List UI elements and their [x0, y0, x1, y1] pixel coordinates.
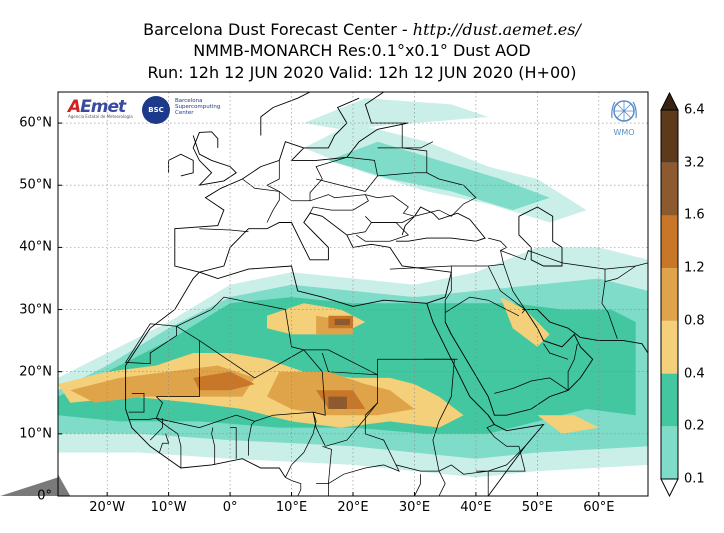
dust-region-8	[500, 297, 550, 347]
longitude-tick-label: 30°E	[398, 500, 431, 515]
coastline-9	[518, 206, 563, 267]
map-title-line-3: Run: 12h 12 JUN 2020 Valid: 12h 12 JUN 2…	[147, 63, 577, 82]
dust-region-9	[537, 415, 599, 434]
country-border-26	[486, 414, 526, 472]
colorbar-tick-label: 3.2	[684, 155, 705, 171]
colorbar-frame	[660, 109, 679, 480]
colorbar-tick-label: 0.4	[684, 366, 705, 382]
country-border-28	[438, 470, 446, 496]
country-border-32	[285, 477, 302, 496]
latitude-tick-label: 20°N	[19, 364, 52, 380]
colorbar-segment	[661, 320, 678, 374]
country-border-23	[543, 343, 569, 360]
country-border-18	[503, 264, 526, 314]
country-border-11	[346, 222, 409, 242]
country-border-0	[156, 296, 458, 397]
country-border-25	[444, 312, 452, 335]
country-border-40	[128, 393, 145, 413]
dust-region-2	[303, 98, 489, 130]
longitude-tick-label: 10°W	[150, 500, 187, 515]
colorbar-max-arrow	[660, 91, 679, 111]
map-title-line-2: NMMB-MONARCH Res:0.1°x0.1° Dust AOD	[193, 41, 531, 60]
country-border-12	[377, 172, 477, 217]
longitude-tick-label: 0°	[222, 500, 238, 515]
coastline-7	[303, 97, 360, 149]
country-border-2	[364, 402, 526, 475]
latitude-tick-label: 50°N	[19, 177, 52, 193]
colorbar-segment	[661, 268, 678, 321]
colorbar-tick-label: 1.6	[684, 207, 705, 223]
no-data-corner	[0, 477, 58, 496]
coastline-3	[444, 309, 648, 416]
dust-region-10	[70, 365, 255, 403]
longitude-tick-label: 40°E	[460, 500, 492, 515]
wmo-emblem-icon	[611, 100, 637, 122]
coastline-6	[260, 92, 311, 136]
coastline-5	[168, 153, 194, 177]
dust-region-16	[328, 396, 347, 409]
title-url[interactable]: http://dust.aemet.es/	[412, 20, 581, 39]
country-border-39	[149, 418, 163, 441]
country-border-5	[199, 228, 249, 233]
colorbar-segment	[661, 215, 678, 269]
coastline-8	[396, 206, 486, 242]
country-border-31	[316, 445, 332, 484]
colorbar-min-arrow	[660, 478, 679, 498]
country-border-29	[414, 474, 421, 496]
map-title-line-1: Barcelona Dust Forecast Center - http://…	[0, 20, 724, 40]
latitude-tick-label: 30°N	[19, 302, 52, 318]
country-border-34	[248, 421, 255, 456]
no-data-corner-fill	[58, 474, 71, 496]
country-border-4	[423, 358, 455, 472]
longitude-tick-label: 10°E	[275, 500, 308, 515]
colorbar-tick-label: 0.2	[684, 418, 705, 434]
colorbar-segment	[661, 426, 678, 479]
latitude-tick-label: 0°	[37, 488, 52, 504]
colorbar-segment	[661, 110, 678, 163]
country-border-33	[285, 411, 317, 478]
country-border-38	[159, 433, 170, 453]
coastline-4	[192, 131, 237, 186]
country-border-9	[316, 156, 379, 192]
latitude-tick-label: 40°N	[19, 239, 52, 255]
country-border-21	[604, 265, 636, 282]
coastline-1	[125, 408, 286, 478]
dust-region-17	[334, 318, 350, 326]
country-border-41	[124, 323, 177, 364]
country-border-24	[567, 343, 578, 391]
wmo-logo: WMO	[606, 98, 642, 137]
country-border-37	[128, 417, 182, 468]
map-frame	[57, 91, 649, 497]
country-border-7	[266, 156, 348, 202]
country-border-8	[309, 194, 369, 214]
country-border-22	[494, 377, 569, 394]
country-border-14	[401, 123, 434, 149]
country-border-15	[389, 237, 508, 270]
country-border-27	[475, 470, 489, 496]
country-border-36	[211, 427, 216, 465]
country-border-17	[487, 265, 526, 310]
colorbar-tick-label: 6.4	[684, 102, 705, 118]
colorbar-tick-label: 1.2	[684, 260, 705, 276]
dust-region-4	[328, 141, 550, 211]
aemet-logo: AEmet Agencia Estatal de Meteorología	[68, 97, 133, 119]
colorbar-tick-label: 0.8	[684, 313, 705, 329]
colorbar-segment	[661, 373, 678, 427]
longitude-tick-label: 20°E	[337, 500, 369, 515]
latitude-tick-label: 60°N	[19, 115, 52, 131]
coastline-0	[125, 92, 452, 409]
longitude-tick-label: 50°E	[521, 500, 554, 515]
colorbar-tick-label: 0.1	[684, 471, 705, 487]
longitude-tick-label: 20°W	[89, 500, 126, 515]
country-border-35	[230, 427, 237, 459]
longitude-tick-label: 60°E	[583, 500, 615, 515]
dust-region-13	[193, 371, 255, 391]
latitude-tick-label: 10°N	[19, 426, 52, 442]
title-text: Barcelona Dust Forecast Center -	[143, 20, 413, 39]
country-border-6	[242, 178, 280, 223]
colorbar-segment	[661, 162, 678, 216]
